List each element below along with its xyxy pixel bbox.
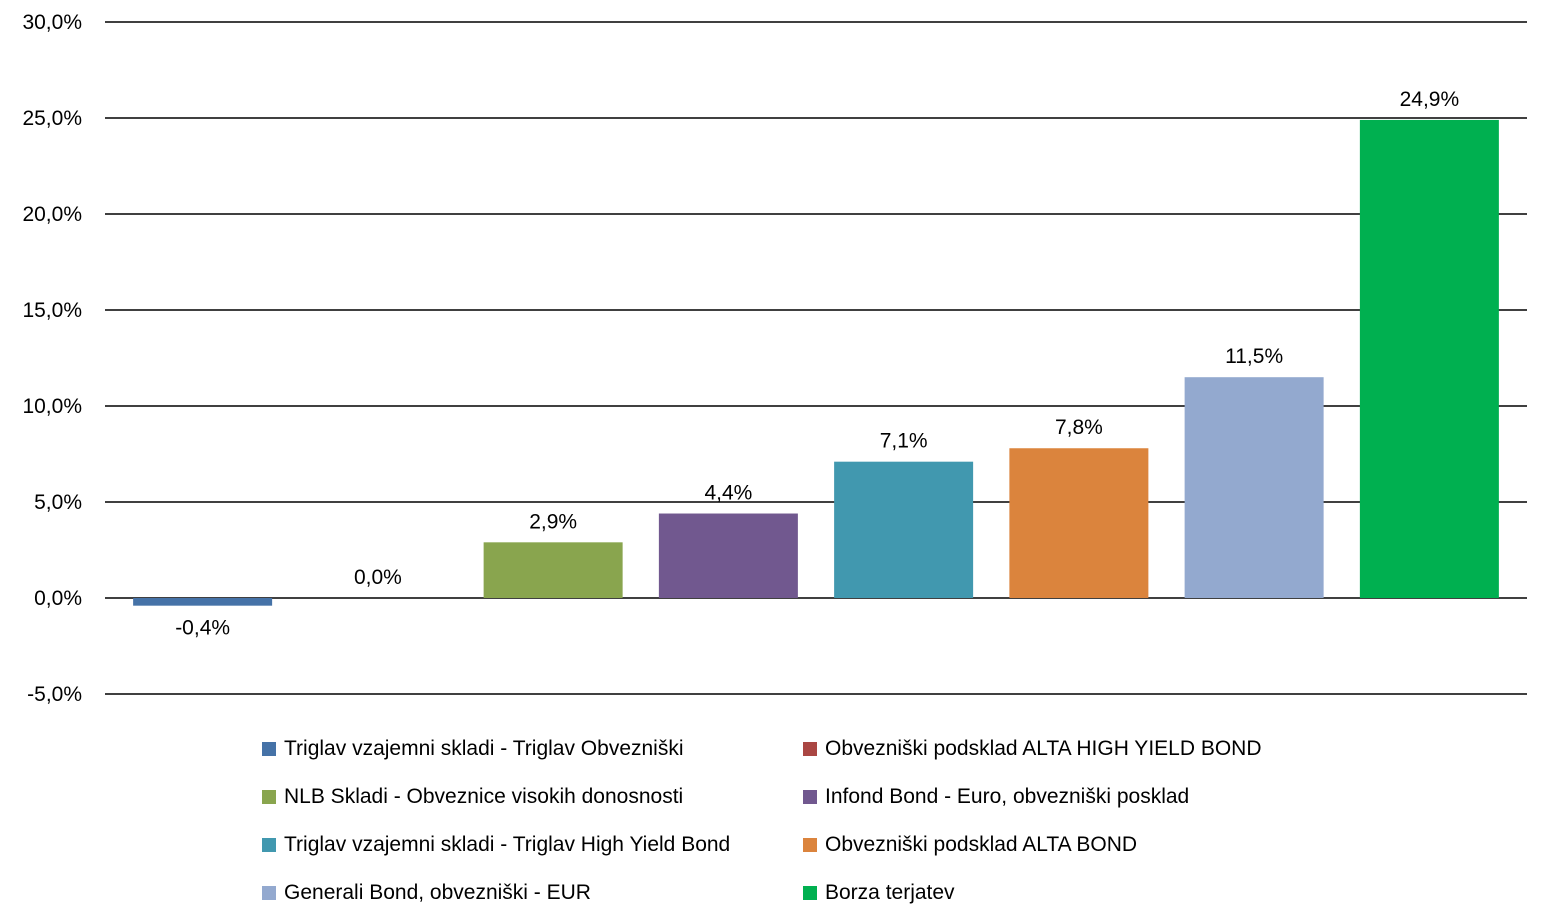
legend-label: Infond Bond - Euro, obvezniški posklad — [825, 785, 1190, 808]
legend-item: Obvezniški podsklad ALTA HIGH YIELD BOND — [803, 730, 1323, 768]
bar-value-label: 0,0% — [354, 566, 402, 589]
bar-value-label: 4,4% — [704, 482, 752, 505]
bars — [133, 119, 1499, 606]
y-tick-label: 30,0% — [22, 11, 82, 34]
legend-swatch — [803, 742, 817, 756]
legend-swatch — [262, 742, 276, 756]
legend-label: Generali Bond, obvezniški - EUR — [284, 881, 591, 904]
legend-label: Obvezniški podsklad ALTA HIGH YIELD BOND — [825, 737, 1262, 760]
bar-chart: -5,0% 0,0% 5,0% 10,0% 15,0% 20,0% 25,0% 30,0% -… — [22, 11, 1527, 706]
y-tick-label: 5,0% — [34, 491, 82, 514]
data-labels: -0,4% 0,0% 2,9% 4,4% 7,1% 7,8% 11,5% 24,9% — [175, 88, 1459, 640]
legend-label: Triglav vzajemni skladi - Triglav Obvezn… — [284, 737, 684, 760]
legend-label: Borza terjatev — [825, 881, 955, 904]
legend: Triglav vzajemni skladi - Triglav Obvezn… — [262, 730, 1362, 912]
legend-label: NLB Skladi - Obveznice visokih donosnost… — [284, 785, 684, 808]
bar — [1359, 119, 1499, 599]
gridlines — [105, 21, 1527, 695]
bar-value-label: 7,8% — [1055, 416, 1103, 439]
y-tick-label: 25,0% — [22, 107, 82, 130]
legend-swatch — [803, 886, 817, 900]
bar-value-label: 7,1% — [880, 430, 928, 453]
y-tick-label: -5,0% — [27, 683, 82, 706]
legend-swatch — [803, 790, 817, 804]
legend-item: Generali Bond, obvezniški - EUR — [262, 874, 803, 912]
y-tick-label: 20,0% — [22, 203, 82, 226]
y-tick-label: 10,0% — [22, 395, 82, 418]
legend-item: Triglav vzajemni skladi - Triglav High Y… — [262, 826, 803, 864]
y-tick-label: 15,0% — [22, 299, 82, 322]
legend-item: Borza terjatev — [803, 874, 1323, 912]
y-tick-label: 0,0% — [34, 587, 82, 610]
legend-item: Triglav vzajemni skladi - Triglav Obvezn… — [262, 730, 803, 768]
y-axis: -5,0% 0,0% 5,0% 10,0% 15,0% 20,0% 25,0% 30,0% — [22, 11, 82, 706]
bar-value-label: 24,9% — [1400, 88, 1460, 111]
legend-item: Infond Bond - Euro, obvezniški posklad — [803, 778, 1323, 816]
bar-value-label: 11,5% — [1225, 345, 1283, 368]
legend-swatch — [262, 790, 276, 804]
bar — [1184, 377, 1324, 598]
legend-swatch — [803, 838, 817, 852]
bar-value-label: -0,4% — [175, 617, 230, 640]
bar — [133, 598, 273, 606]
legend-item: Obvezniški podsklad ALTA BOND — [803, 826, 1323, 864]
bar — [1009, 448, 1149, 598]
legend-swatch — [262, 838, 276, 852]
legend-item: NLB Skladi - Obveznice visokih donosnost… — [262, 778, 803, 816]
bar-value-label: 2,9% — [529, 510, 577, 533]
legend-label: Triglav vzajemni skladi - Triglav High Y… — [284, 833, 731, 856]
legend-label: Obvezniški podsklad ALTA BOND — [825, 833, 1138, 856]
bar — [658, 513, 798, 598]
legend-swatch — [262, 886, 276, 900]
bar — [483, 542, 623, 598]
bar — [834, 461, 974, 598]
